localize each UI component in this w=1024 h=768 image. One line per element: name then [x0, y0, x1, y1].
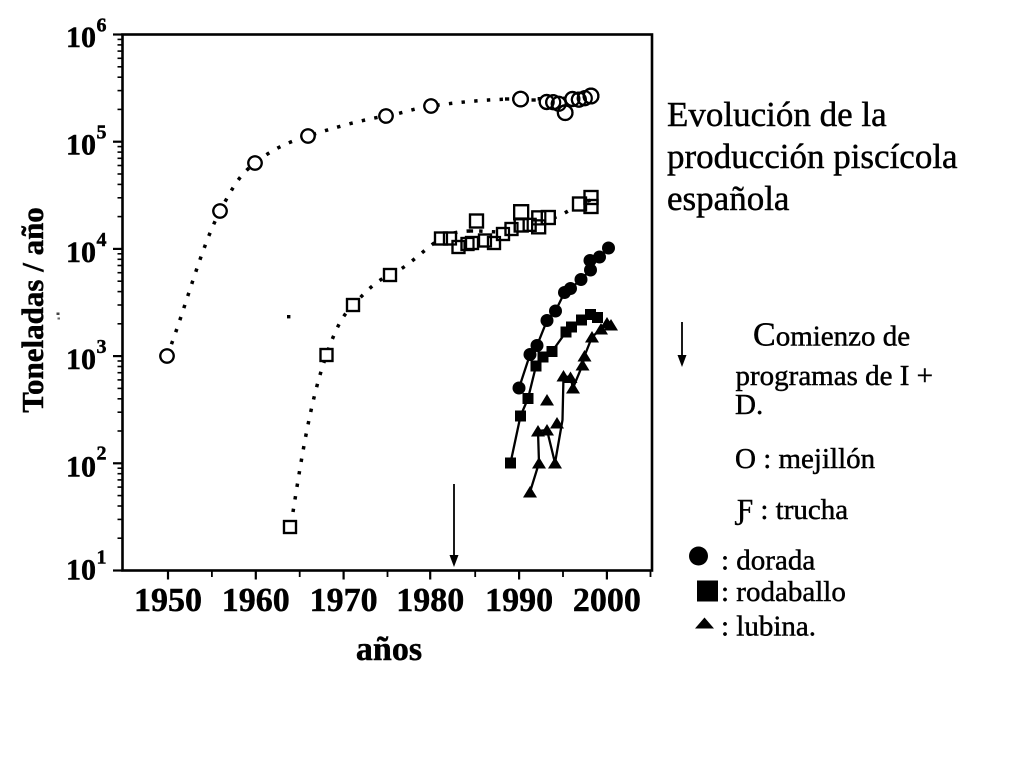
svg-text:10: 10 — [66, 450, 96, 483]
svg-text:1970: 1970 — [310, 582, 378, 619]
svg-text:10: 10 — [66, 21, 96, 54]
svg-text:10: 10 — [66, 236, 96, 269]
svg-text:1: 1 — [97, 547, 107, 569]
svg-text:2: 2 — [97, 442, 107, 464]
svg-text:Evolución de la: Evolución de la — [667, 95, 887, 134]
svg-text:1960: 1960 — [222, 582, 290, 619]
svg-text:6: 6 — [97, 15, 107, 37]
svg-text:Ƒ : trucha: Ƒ : trucha — [735, 494, 848, 526]
svg-text:años: años — [356, 631, 422, 668]
svg-text:1950: 1950 — [134, 582, 202, 619]
svg-text:2000: 2000 — [573, 582, 641, 619]
svg-text:D.: D. — [735, 389, 763, 421]
svg-text:5: 5 — [97, 122, 107, 144]
svg-text:: lubina.: : lubina. — [721, 611, 816, 643]
svg-text:10: 10 — [66, 343, 96, 376]
svg-text:4: 4 — [97, 229, 107, 251]
svg-text:programas de I +: programas de I + — [736, 360, 934, 392]
svg-text:: rodaballo: : rodaballo — [721, 576, 846, 608]
svg-text:O : mejillón: O : mejillón — [735, 443, 876, 475]
svg-text:Toneladas / año: Toneladas / año — [15, 207, 50, 413]
svg-text:española: española — [667, 179, 790, 218]
svg-text:3: 3 — [97, 336, 107, 358]
svg-text:producción piscícola: producción piscícola — [667, 137, 958, 176]
svg-text:10: 10 — [66, 129, 96, 162]
svg-text:1990: 1990 — [485, 582, 553, 619]
svg-text:: dorada: : dorada — [721, 545, 815, 577]
svg-text:10: 10 — [66, 554, 96, 587]
svg-text:1980: 1980 — [396, 582, 464, 619]
svg-text:Comienzo de: Comienzo de — [753, 317, 910, 354]
